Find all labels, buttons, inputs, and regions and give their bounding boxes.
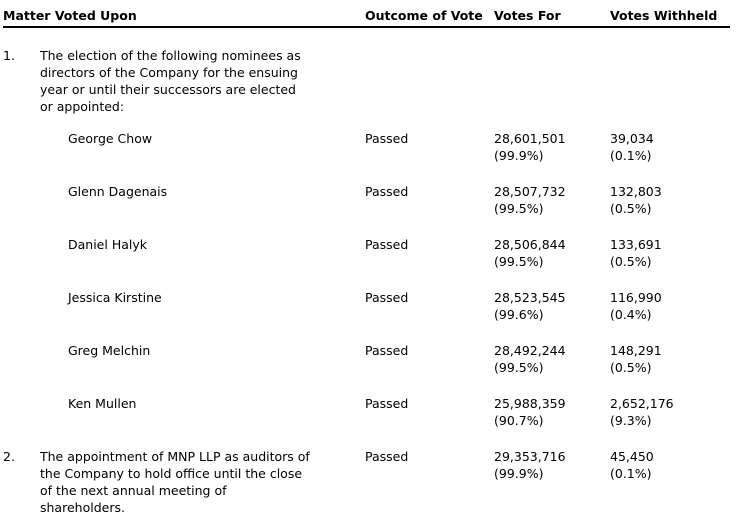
votes-for-percent: (90.7%)	[494, 413, 544, 428]
nominee-row: Greg Melchin Passed 28,492,244 (99.5%) 1…	[3, 342, 730, 376]
matter-text: The appointment of MNP LLP as auditors o…	[40, 449, 310, 515]
nominee-name: Glenn Dagenais	[68, 184, 168, 199]
votes-withheld-percent: (0.5%)	[610, 254, 652, 269]
matter-row: 1. The election of the following nominee…	[3, 47, 730, 115]
nominee-row: Jessica Kirstine Passed 28,523,545 (99.6…	[3, 289, 730, 323]
votes-withheld-cell: 45,450 (0.1%)	[610, 448, 730, 482]
nominee-name: Greg Melchin	[68, 343, 151, 358]
votes-for-value: 28,492,244	[494, 343, 566, 358]
nominee-name: George Chow	[68, 131, 153, 146]
outcome-cell: Passed	[365, 396, 409, 411]
votes-withheld-percent: (0.1%)	[610, 466, 652, 481]
matter-text: The election of the following nominees a…	[40, 48, 301, 114]
votes-withheld-cell: 39,034 (0.1%)	[610, 130, 730, 164]
header-matter-voted-upon: Matter Voted Upon	[3, 8, 137, 23]
item-number: 1.	[3, 48, 15, 63]
header-votes-for: Votes For	[494, 8, 561, 23]
matter-cell: 1. The election of the following nominee…	[3, 47, 365, 115]
votes-withheld-value: 148,291	[610, 343, 662, 358]
votes-withheld-cell: 133,691 (0.5%)	[610, 236, 730, 270]
votes-withheld-value: 132,803	[610, 184, 662, 199]
votes-withheld-cell: 2,652,176 (9.3%)	[610, 395, 730, 429]
nominee-name: Daniel Halyk	[68, 237, 147, 252]
votes-for-value: 25,988,359	[494, 396, 566, 411]
table-header-row: Matter Voted Upon Outcome of Vote Votes …	[3, 0, 730, 28]
votes-withheld-cell: 132,803 (0.5%)	[610, 183, 730, 217]
nominee-row: Ken Mullen Passed 25,988,359 (90.7%) 2,6…	[3, 395, 730, 429]
votes-withheld-percent: (9.3%)	[610, 413, 652, 428]
votes-for-value: 28,523,545	[494, 290, 566, 305]
votes-for-percent: (99.9%)	[494, 466, 544, 481]
votes-for-cell: 28,507,732 (99.5%)	[494, 183, 610, 217]
votes-for-value: 28,601,501	[494, 131, 566, 146]
votes-for-percent: (99.9%)	[494, 148, 544, 163]
votes-withheld-value: 45,450	[610, 449, 654, 464]
nominee-cell: Glenn Dagenais	[3, 183, 365, 200]
votes-for-cell: 25,988,359 (90.7%)	[494, 395, 610, 429]
nominee-cell: Ken Mullen	[3, 395, 365, 412]
outcome-cell: Passed	[365, 343, 409, 358]
votes-withheld-cell: 148,291 (0.5%)	[610, 342, 730, 376]
votes-withheld-percent: (0.4%)	[610, 307, 652, 322]
matter-cell: 2. The appointment of MNP LLP as auditor…	[3, 448, 365, 516]
vote-results-table: Matter Voted Upon Outcome of Vote Votes …	[3, 0, 730, 516]
votes-for-value: 29,353,716	[494, 449, 566, 464]
votes-for-value: 28,506,844	[494, 237, 566, 252]
votes-withheld-percent: (0.5%)	[610, 201, 652, 216]
votes-for-cell: 28,492,244 (99.5%)	[494, 342, 610, 376]
votes-for-cell: 28,523,545 (99.6%)	[494, 289, 610, 323]
votes-for-cell: 28,506,844 (99.5%)	[494, 236, 610, 270]
votes-withheld-percent: (0.1%)	[610, 148, 652, 163]
votes-withheld-cell: 116,990 (0.4%)	[610, 289, 730, 323]
nominee-cell: Daniel Halyk	[3, 236, 365, 253]
votes-withheld-percent: (0.5%)	[610, 360, 652, 375]
votes-withheld-value: 133,691	[610, 237, 662, 252]
nominee-row: Glenn Dagenais Passed 28,507,732 (99.5%)…	[3, 183, 730, 217]
votes-withheld-value: 116,990	[610, 290, 662, 305]
votes-withheld-value: 39,034	[610, 131, 654, 146]
votes-for-percent: (99.6%)	[494, 307, 544, 322]
votes-for-cell: 29,353,716 (99.9%)	[494, 448, 610, 482]
table-body: 1. The election of the following nominee…	[3, 47, 730, 516]
outcome-cell: Passed	[365, 237, 409, 252]
nominee-row: Daniel Halyk Passed 28,506,844 (99.5%) 1…	[3, 236, 730, 270]
votes-withheld-value: 2,652,176	[610, 396, 674, 411]
nominee-cell: George Chow	[3, 130, 365, 147]
nominee-cell: Greg Melchin	[3, 342, 365, 359]
outcome-cell: Passed	[365, 184, 409, 199]
nominee-row: George Chow Passed 28,601,501 (99.9%) 39…	[3, 130, 730, 164]
matter-row: 2. The appointment of MNP LLP as auditor…	[3, 448, 730, 516]
votes-for-percent: (99.5%)	[494, 360, 544, 375]
nominee-name: Jessica Kirstine	[68, 290, 162, 305]
header-votes-withheld: Votes Withheld	[610, 8, 718, 23]
votes-for-value: 28,507,732	[494, 184, 566, 199]
nominee-name: Ken Mullen	[68, 396, 137, 411]
item-number: 2.	[3, 449, 15, 464]
outcome-cell: Passed	[365, 290, 409, 305]
votes-for-percent: (99.5%)	[494, 201, 544, 216]
outcome-cell: Passed	[365, 449, 409, 464]
votes-for-cell: 28,601,501 (99.9%)	[494, 130, 610, 164]
outcome-cell: Passed	[365, 131, 409, 146]
nominee-cell: Jessica Kirstine	[3, 289, 365, 306]
votes-for-percent: (99.5%)	[494, 254, 544, 269]
header-outcome-of-vote: Outcome of Vote	[365, 8, 483, 23]
